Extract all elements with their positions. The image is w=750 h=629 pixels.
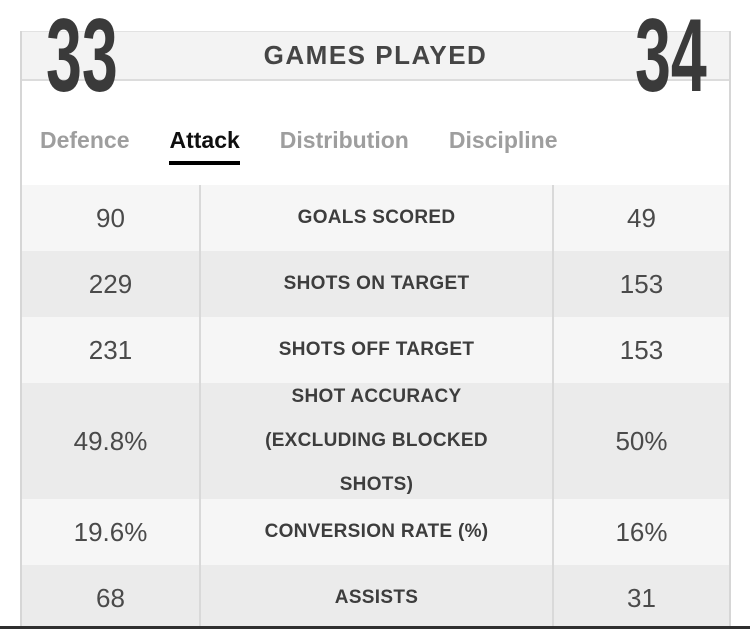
tab-discipline[interactable]: Discipline (448, 127, 558, 153)
away-games-played-value: 34 (635, 0, 708, 114)
home-value: 19.6% (73, 516, 148, 547)
home-value: 49.8% (73, 425, 148, 456)
stat-row-shot-accuracy: 49.8% SHOT ACCURACY (EXCLUDING BLOCKED S… (22, 383, 729, 499)
away-value: 31 (627, 582, 656, 613)
tab-attack[interactable]: Attack (169, 127, 240, 165)
home-value: 229 (88, 268, 133, 299)
stat-row-shots-off-target: 231 SHOTS OFF TARGET 153 (22, 317, 729, 383)
stat-row-assists: 68 ASSISTS 31 (22, 565, 729, 629)
home-games-played: 33 (24, 4, 140, 108)
away-value: 16% (615, 516, 668, 547)
tab-defence[interactable]: Defence (40, 127, 130, 153)
home-value: 90 (96, 202, 125, 233)
home-value: 68 (96, 582, 125, 613)
games-played-header: 33 GAMES PLAYED 34 (22, 4, 729, 108)
stats-tab-bar: Defence Attack Distribution Discipline (22, 81, 729, 165)
away-value: 153 (619, 268, 664, 299)
stat-label: SHOTS OFF TARGET (199, 317, 554, 383)
stats-table: 90 GOALS SCORED 49 229 SHOTS ON TARGET 1… (22, 185, 729, 629)
stat-label: ASSISTS (199, 565, 554, 629)
stat-row-goals-scored: 90 GOALS SCORED 49 (22, 185, 729, 251)
stat-row-conversion-rate: 19.6% CONVERSION RATE (%) 16% (22, 499, 729, 565)
tab-distribution[interactable]: Distribution (279, 127, 409, 153)
stat-row-shots-on-target: 229 SHOTS ON TARGET 153 (22, 251, 729, 317)
stat-label: GOALS SCORED (199, 185, 554, 251)
bottom-divider (0, 626, 750, 629)
home-value: 231 (88, 334, 133, 365)
stat-label: SHOT ACCURACY (EXCLUDING BLOCKED SHOTS) (199, 383, 554, 499)
stat-label: SHOTS ON TARGET (199, 251, 554, 317)
away-value: 49 (627, 202, 656, 233)
games-played-title: GAMES PLAYED (263, 40, 488, 70)
away-value: 50% (615, 425, 668, 456)
away-value: 153 (619, 334, 664, 365)
home-games-played-value: 33 (45, 0, 118, 114)
stats-panel: 33 GAMES PLAYED 34 Defence Attack Distri… (20, 4, 731, 629)
stat-label: CONVERSION RATE (%) (199, 499, 554, 565)
away-games-played: 34 (613, 4, 729, 108)
